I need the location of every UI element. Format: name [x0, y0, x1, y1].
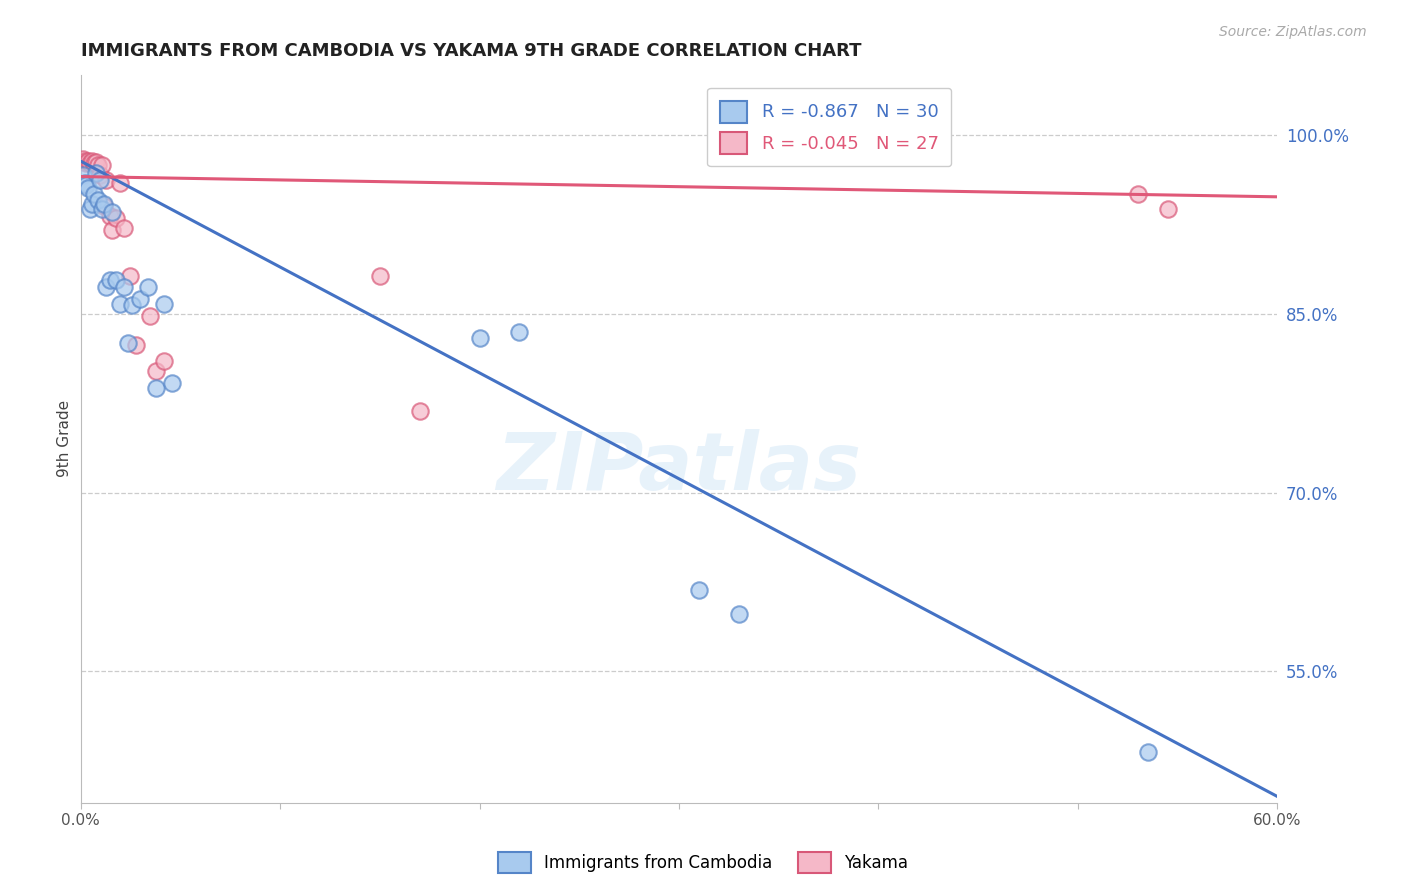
Point: [76, 156, 98, 170]
Point: [82, 154, 104, 169]
Point: [87, 194, 110, 208]
Point: [1157, 202, 1180, 216]
Point: [105, 273, 128, 287]
Point: [162, 376, 184, 390]
Point: [468, 330, 491, 344]
Point: [79, 202, 101, 216]
Point: [153, 354, 176, 368]
Point: [145, 364, 167, 378]
Point: [82, 197, 104, 211]
Point: [89, 173, 111, 187]
Point: [77, 154, 100, 169]
Legend: Immigrants from Cambodia, Yakama: Immigrants from Cambodia, Yakama: [491, 846, 915, 880]
Point: [76, 178, 98, 192]
Point: [121, 298, 143, 312]
Point: [91, 158, 114, 172]
Point: [125, 337, 148, 351]
Point: [87, 158, 110, 172]
Point: [73, 154, 96, 169]
Point: [77, 181, 100, 195]
Text: IMMIGRANTS FROM CAMBODIA VS YAKAMA 9TH GRADE CORRELATION CHART: IMMIGRANTS FROM CAMBODIA VS YAKAMA 9TH G…: [80, 42, 860, 60]
Y-axis label: 9th Grade: 9th Grade: [58, 401, 72, 477]
Point: [101, 223, 124, 237]
Point: [93, 199, 115, 213]
Point: [368, 268, 391, 283]
Point: [105, 211, 128, 226]
Point: [145, 381, 167, 395]
Point: [100, 209, 122, 223]
Point: [110, 297, 132, 311]
Point: [129, 293, 152, 307]
Point: [96, 280, 118, 294]
Point: [112, 220, 135, 235]
Point: [100, 273, 122, 287]
Point: [120, 268, 142, 283]
Legend: R = -0.867   N = 30, R = -0.045   N = 27: R = -0.867 N = 30, R = -0.045 N = 27: [707, 88, 952, 166]
Point: [110, 176, 132, 190]
Point: [83, 156, 105, 170]
Point: [688, 583, 710, 598]
Point: [86, 166, 108, 180]
Point: [101, 205, 124, 219]
Point: [153, 297, 176, 311]
Point: [79, 156, 101, 170]
Point: [83, 187, 105, 202]
Point: [96, 173, 118, 187]
Point: [138, 280, 160, 294]
Point: [93, 197, 115, 211]
Point: [112, 280, 135, 294]
Point: [72, 152, 94, 166]
Text: Source: ZipAtlas.com: Source: ZipAtlas.com: [1219, 25, 1367, 39]
Point: [1136, 746, 1159, 760]
Point: [72, 169, 94, 183]
Point: [139, 309, 162, 323]
Point: [89, 169, 111, 183]
Point: [508, 325, 530, 339]
Point: [727, 607, 749, 621]
Point: [117, 336, 139, 351]
Text: ZIPatlas: ZIPatlas: [496, 429, 862, 507]
Point: [91, 202, 114, 216]
Point: [86, 155, 108, 169]
Point: [73, 176, 96, 190]
Point: [408, 404, 430, 418]
Point: [1126, 187, 1149, 202]
